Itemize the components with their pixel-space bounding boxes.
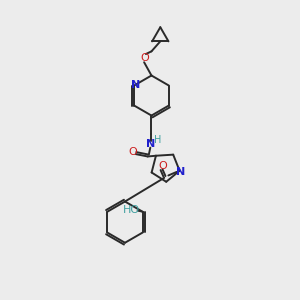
Text: O: O <box>128 147 137 158</box>
Text: N: N <box>131 80 140 90</box>
Text: O: O <box>140 53 149 63</box>
Text: O: O <box>158 161 167 171</box>
Text: N: N <box>176 167 185 177</box>
Text: HO: HO <box>122 205 140 215</box>
Text: N: N <box>146 139 155 149</box>
Text: H: H <box>154 135 162 145</box>
